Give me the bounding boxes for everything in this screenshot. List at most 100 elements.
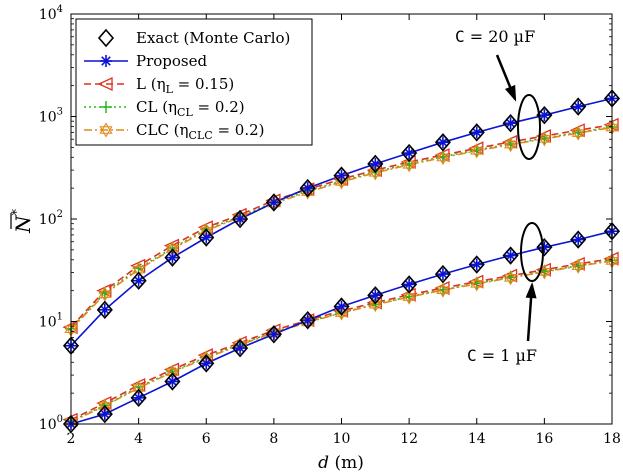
- data-point-g0-s4: [470, 143, 484, 159]
- data-point-g1-s1: [572, 233, 585, 246]
- legend-marker-4: [99, 122, 113, 138]
- data-point-g1-s0: [164, 372, 181, 391]
- data-point-g1-s1: [200, 357, 213, 370]
- data-point-g1-s1: [132, 391, 145, 404]
- data-point-g0-s0: [401, 143, 418, 163]
- data-point-g1-s0: [502, 246, 519, 265]
- annotation-upper-ellipse: [517, 94, 541, 160]
- data-point-g1-s4: [503, 270, 518, 286]
- data-point-g1-s0: [299, 310, 316, 330]
- data-point-g1-s0: [265, 325, 282, 344]
- data-point-g1-s0: [367, 286, 384, 305]
- data-point-g1-s0: [468, 255, 485, 274]
- legend-label-exact: Exact (Monte Carlo): [136, 29, 290, 47]
- data-point-g0-s1: [403, 147, 416, 160]
- data-point-g1-s1: [98, 408, 111, 421]
- data-point-g0-s4: [98, 286, 112, 302]
- x-tick-label: 8: [269, 431, 278, 447]
- legend-marker-1: [100, 55, 112, 67]
- x-tick-label: 4: [134, 431, 143, 447]
- data-point-g0-s1: [200, 231, 213, 244]
- legend-label-l: L (ηL = 0.15): [136, 75, 234, 96]
- axis-tick-labels: 2 4 6 8 10 12 14 16 18 100 101 102 103 104: [39, 4, 621, 447]
- x-axis-title: d (m): [318, 453, 364, 473]
- y-tick-label: 102: [39, 209, 63, 228]
- data-point-g0-s1: [166, 251, 179, 264]
- data-point-g0-s0: [468, 123, 485, 142]
- data-point-g1-s1: [267, 328, 280, 341]
- x-tick-label: 12: [400, 431, 418, 447]
- data-point-g1-s1: [436, 268, 449, 281]
- series-line-g0-s4: [70, 126, 613, 330]
- data-point-g1-s0: [570, 230, 587, 249]
- data-point-g0-s0: [502, 113, 519, 133]
- data-point-g0-s1: [335, 169, 348, 182]
- y-tick-label: 101: [39, 312, 63, 331]
- data-point-g0-s0: [367, 154, 384, 174]
- annotation-upper-label: C = 20 µF: [455, 27, 535, 46]
- data-point-g0-s1: [132, 274, 145, 287]
- data-point-g1-s0: [130, 388, 147, 408]
- data-point-g0-s0: [265, 193, 282, 212]
- data-point-g1-s0: [333, 297, 350, 316]
- annotation-lower-label: C = 1 µF: [467, 346, 537, 365]
- data-point-g0-s4: [537, 131, 551, 147]
- axis-ticks: [70, 13, 613, 425]
- x-tick-label: 10: [333, 431, 351, 447]
- data-point-g0-s4: [503, 136, 518, 153]
- data-point-g1-s1: [470, 258, 483, 271]
- legend-label-cl: CL (ηCL = 0.2): [136, 98, 245, 119]
- data-point-g0-s4: [436, 149, 450, 166]
- data-point-g0-s0: [231, 209, 249, 229]
- data-point-g1-s0: [96, 404, 113, 424]
- plot-markers: [62, 89, 621, 434]
- data-point-g1-s0: [536, 238, 553, 257]
- annotation-upper-c: C: [455, 27, 465, 46]
- svg-text:N*: N*: [10, 209, 35, 235]
- y-axis-var: N: [11, 214, 35, 234]
- legend-symbols: [84, 28, 128, 138]
- data-point-g0-s1: [504, 117, 517, 130]
- x-tick-label: 18: [603, 431, 621, 447]
- data-point-g1-s1: [301, 314, 314, 327]
- data-point-g0-s0: [164, 248, 181, 267]
- data-point-g0-s0: [570, 97, 587, 116]
- data-point-g1-s1: [403, 278, 416, 291]
- data-point-g1-s4: [571, 258, 585, 274]
- data-point-g0-s1: [436, 136, 449, 149]
- data-point-g1-s0: [231, 338, 249, 358]
- data-point-g1-s1: [369, 289, 382, 302]
- y-tick-label: 103: [39, 107, 63, 126]
- data-point-g1-s4: [368, 297, 382, 313]
- data-point-g0-s4: [571, 125, 585, 141]
- data-point-g0-s1: [470, 126, 483, 139]
- data-point-g0-s1: [301, 182, 314, 195]
- data-point-g0-s0: [198, 228, 215, 247]
- y-tick-label: 104: [39, 4, 63, 23]
- annotation-lower-arrowhead: [525, 282, 537, 299]
- annotation-upper-arrowhead: [504, 84, 517, 102]
- data-point-g1-s1: [166, 375, 179, 388]
- y-axis-title: N*: [10, 209, 35, 235]
- data-point-g0-s1: [572, 100, 585, 113]
- data-point-g1-s0: [198, 354, 215, 373]
- legend-marker-2: [97, 76, 113, 92]
- y-tick-label: 100: [39, 414, 63, 433]
- data-point-g1-s4: [436, 282, 450, 298]
- annotation-lower-c: C: [467, 346, 477, 365]
- data-point-g1-s4: [402, 289, 416, 305]
- data-point-g0-s0: [333, 166, 350, 185]
- data-point-g1-s4: [132, 380, 146, 396]
- data-point-g1-s0: [62, 414, 80, 434]
- annotation-lower: C = 1 µF: [467, 222, 544, 365]
- annotation-lower-ellipse: [520, 222, 544, 282]
- data-point-g0-s1: [369, 157, 382, 170]
- legend-marker-0: [97, 28, 115, 48]
- data-point-g0-s0: [299, 178, 316, 198]
- x-tick-label: 14: [468, 431, 486, 447]
- data-point-g1-s1: [538, 241, 551, 254]
- x-tick-label: 16: [535, 431, 553, 447]
- legend: Exact (Monte Carlo) Proposed L (ηL = 0.1…: [75, 18, 313, 146]
- data-point-g0-s0: [96, 300, 113, 320]
